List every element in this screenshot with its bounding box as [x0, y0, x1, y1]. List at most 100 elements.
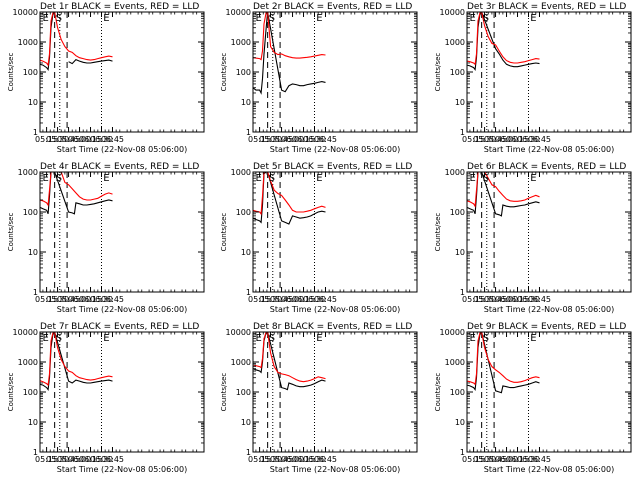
y-tick-label: 1000 [231, 38, 251, 47]
plot-area [253, 332, 326, 452]
y-axis-label: Counts/sec [7, 373, 15, 412]
x-tick-label: 05:15 [35, 455, 58, 464]
y-tick-label: 10000 [13, 328, 38, 337]
x-tick-label: 06:15 [292, 295, 315, 304]
x-tick-label: 05:45 [57, 455, 80, 464]
x-tick-label: 06:00 [68, 135, 91, 144]
event-marker-label: S [269, 173, 275, 184]
chart-title: Det 7r BLACK = Events, RED = LLD [40, 322, 199, 332]
y-tick-label: 1 [460, 288, 465, 297]
chart-title: Det 3r BLACK = Events, RED = LLD [467, 2, 626, 12]
axes-frame [252, 11, 418, 133]
series-line-lld [467, 172, 540, 208]
series-line-lld [253, 12, 326, 61]
y-tick-label: 10000 [440, 8, 465, 17]
y-tick-label: 10000 [226, 8, 251, 17]
chart-panel: Det 8r BLACK = Events, RED = LLD 1 10 100 10… [220, 322, 418, 474]
x-axis-label: Start Time (22-Nov-08 05:06:00) [270, 145, 400, 154]
x-tick-label: 05:15 [248, 295, 271, 304]
x-tick-label: 06:00 [281, 455, 304, 464]
y-tick-label: 10 [455, 418, 465, 427]
y-tick-label: 1000 [445, 358, 465, 367]
event-marker-label: S [269, 13, 275, 24]
y-tick-label: 100 [450, 208, 465, 217]
y-axis-label: Counts/sec [7, 53, 15, 92]
y-tick-label: 1000 [445, 168, 465, 177]
x-tick-label: 05:30 [46, 455, 69, 464]
y-tick-label: 1000 [18, 168, 38, 177]
x-tick-label: 06:15 [506, 135, 529, 144]
event-marker-label: E [316, 173, 322, 184]
event-marker-label: E [469, 173, 475, 184]
event-marker-label: E [316, 333, 322, 344]
axes-frame [466, 171, 632, 293]
axes-frame [466, 11, 632, 133]
y-tick-label: 100 [23, 208, 38, 217]
x-tick-label: 05:30 [259, 135, 282, 144]
chart-title: Det 9r BLACK = Events, RED = LLD [467, 322, 626, 332]
event-marker-label: E [255, 173, 261, 184]
x-tick-label: 05:45 [484, 295, 507, 304]
y-tick-label: 1000 [231, 358, 251, 367]
x-tick-label: 06:00 [68, 455, 91, 464]
x-tick-label: 06:30 [90, 295, 113, 304]
y-tick-label: 100 [236, 208, 251, 217]
x-tick-label: 06:45 [314, 455, 337, 464]
event-marker-label: E [42, 173, 48, 184]
series-line-events [253, 332, 326, 391]
y-tick-label: 1 [33, 448, 38, 457]
axes-frame [252, 171, 418, 293]
y-tick-label: 10 [241, 248, 251, 257]
x-tick-label: 05:45 [57, 295, 80, 304]
y-axis-label: Counts/sec [220, 53, 228, 92]
chart-title: Det 1r BLACK = Events, RED = LLD [40, 2, 199, 12]
series-line-lld [40, 12, 113, 67]
y-tick-label: 1 [460, 448, 465, 457]
x-tick-label: 06:45 [314, 295, 337, 304]
plot-area [40, 12, 113, 132]
x-axis-label: Start Time (22-Nov-08 05:06:00) [484, 305, 614, 314]
x-tick-label: 05:30 [259, 455, 282, 464]
y-axis-label: Counts/sec [7, 213, 15, 252]
event-marker-label: S [483, 333, 489, 344]
x-tick-label: 06:15 [506, 295, 529, 304]
chart-panel: Det 5r BLACK = Events, RED = LLD 1 10 100 10… [220, 162, 418, 314]
x-tick-label: 06:30 [303, 135, 326, 144]
event-marker-label: E [530, 173, 536, 184]
x-tick-label: 06:15 [292, 455, 315, 464]
y-tick-label: 1 [33, 128, 38, 137]
y-tick-label: 10000 [440, 328, 465, 337]
x-axis-label: Start Time (22-Nov-08 05:06:00) [57, 305, 187, 314]
y-tick-label: 10 [28, 248, 38, 257]
x-tick-label: 05:30 [46, 135, 69, 144]
plot-area [40, 332, 113, 452]
event-marker-label: E [255, 333, 261, 344]
x-tick-label: 05:45 [270, 135, 293, 144]
x-axis-label: Start Time (22-Nov-08 05:06:00) [484, 145, 614, 154]
x-tick-label: 05:15 [462, 455, 485, 464]
plot-area [467, 172, 540, 292]
x-tick-label: 06:30 [517, 455, 540, 464]
x-tick-label: 05:45 [484, 455, 507, 464]
x-tick-label: 06:15 [292, 135, 315, 144]
x-tick-label: 05:15 [462, 135, 485, 144]
x-tick-label: 05:15 [248, 455, 271, 464]
event-marker-label: E [530, 13, 536, 24]
chart-panel: Det 1r BLACK = Events, RED = LLD 1 10 100 10… [7, 2, 205, 154]
x-tick-label: 06:00 [281, 135, 304, 144]
chart-panel: Det 4r BLACK = Events, RED = LLD 1 10 100 10… [7, 162, 205, 314]
event-marker-label: E [469, 13, 475, 24]
y-tick-label: 10 [455, 98, 465, 107]
x-tick-label: 05:30 [259, 295, 282, 304]
x-tick-label: 05:45 [484, 135, 507, 144]
y-tick-label: 10 [241, 418, 251, 427]
event-marker-label: E [103, 333, 109, 344]
chart-title: Det 4r BLACK = Events, RED = LLD [40, 162, 199, 172]
x-tick-label: 05:15 [462, 295, 485, 304]
plot-area [467, 12, 540, 132]
y-tick-label: 10 [455, 248, 465, 257]
y-axis-label: Counts/sec [434, 213, 442, 252]
x-tick-label: 06:30 [303, 455, 326, 464]
y-axis-label: Counts/sec [434, 53, 442, 92]
event-marker-label: E [255, 13, 261, 24]
